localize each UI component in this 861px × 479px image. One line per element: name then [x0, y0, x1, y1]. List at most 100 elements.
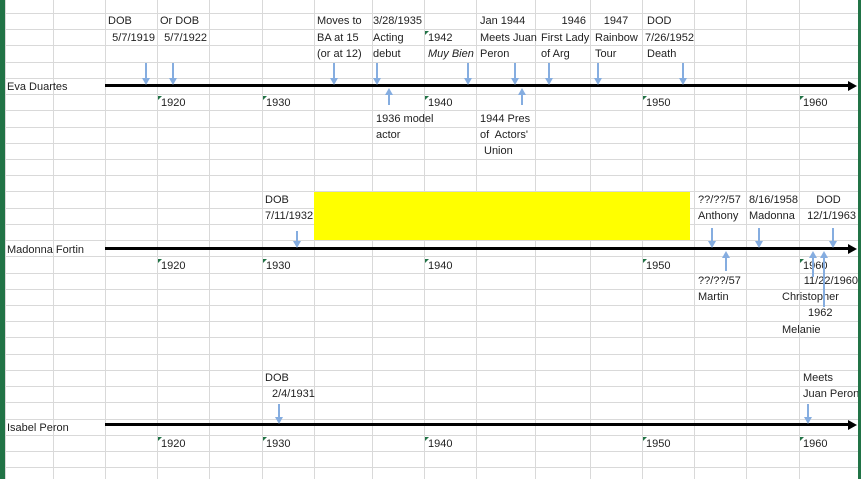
annotation-text: of Actors' [480, 129, 528, 141]
gridline-horizontal [5, 191, 858, 193]
gridline-horizontal [5, 110, 858, 112]
gridline-vertical [5, 0, 6, 479]
arrow-head [722, 251, 730, 258]
annotation-text: 1947 [603, 15, 629, 27]
note-indicator-icon [800, 437, 804, 441]
gridline-vertical [694, 0, 695, 479]
gridline-horizontal [5, 304, 858, 306]
note-indicator-icon [263, 259, 267, 263]
gridline-horizontal [5, 61, 858, 63]
gridline-vertical [53, 0, 54, 479]
annotation-text: Melanie [782, 324, 821, 336]
note-indicator-icon [425, 31, 429, 35]
annotation-text: Or DOB [160, 15, 200, 27]
annotation-text: 12/1/1963 [807, 210, 856, 222]
gridline-horizontal [5, 337, 858, 339]
annotation-text: DOB [108, 15, 132, 27]
arrow-shaft [514, 63, 516, 79]
decade-label: 1960 [803, 438, 828, 450]
annotation-text: ??/??/57 [698, 275, 741, 287]
annotation-text: Union [484, 145, 513, 157]
gridline-horizontal [5, 450, 858, 452]
gridline-horizontal [5, 256, 858, 258]
timeline-line [105, 247, 848, 250]
gridline-horizontal [5, 321, 858, 323]
down-arrow-icon [594, 63, 602, 85]
arrow-shaft [296, 231, 298, 242]
down-arrow-icon [545, 63, 553, 85]
down-arrow-icon [293, 231, 301, 248]
down-arrow-icon [829, 228, 837, 248]
gridline-horizontal [5, 386, 858, 388]
gridline-vertical [746, 0, 747, 479]
arrow-shaft [597, 63, 599, 79]
down-arrow-icon [804, 404, 812, 424]
gridline-vertical [157, 0, 158, 479]
highlight-yellow-cells [314, 192, 690, 240]
annotation-text: DOD [647, 15, 672, 27]
arrow-head [820, 251, 828, 258]
gridline-horizontal [5, 94, 858, 96]
decade-label: 1930 [266, 260, 291, 272]
annotation-text: 1946 [561, 15, 586, 27]
arrow-shaft [278, 404, 280, 418]
decade-label: 1920 [161, 260, 186, 272]
gridline-horizontal [5, 402, 858, 404]
annotation-text: actor [376, 129, 401, 141]
note-indicator-icon [425, 437, 429, 441]
arrow-head [594, 78, 602, 85]
annotation-text: 7/26/1952 [645, 32, 694, 44]
arrow-shaft [832, 228, 834, 242]
gridline-horizontal [5, 288, 858, 290]
arrow-shaft [333, 63, 335, 79]
arrow-head [142, 78, 150, 85]
gridline-horizontal [5, 272, 858, 274]
arrow-shaft [725, 257, 727, 271]
annotation-text: Christopher [782, 291, 839, 303]
annotation-text: DOB [265, 194, 289, 206]
annotation-text: debut [373, 48, 401, 60]
annotation-text: Muy Bien [428, 48, 474, 60]
arrow-shaft [823, 257, 825, 307]
annotation-text: 8/16/1958 [749, 194, 798, 206]
arrow-head [464, 78, 472, 85]
annotation-text: 1962 [808, 307, 833, 319]
note-indicator-icon [263, 96, 267, 100]
annotation-text: 3/28/1935 [373, 15, 422, 27]
arrow-head [330, 78, 338, 85]
annotation-text: Juan Peron [803, 388, 860, 400]
annotation-text: (or at 12) [317, 48, 362, 60]
timeline-line [105, 84, 848, 87]
arrow-head [511, 78, 519, 85]
down-arrow-icon [275, 404, 283, 424]
gridline-horizontal [5, 77, 858, 79]
annotation-text: 1944 Pres [480, 113, 531, 125]
decade-label: 1920 [161, 97, 186, 109]
annotation-text: Meets Juan [480, 32, 537, 44]
arrow-head [679, 78, 687, 85]
timeline-name: Isabel Peron [7, 422, 69, 434]
annotation-text: Jan 1944 [480, 15, 526, 27]
arrow-head [809, 251, 817, 258]
note-indicator-icon [425, 96, 429, 100]
arrow-shaft [807, 404, 809, 418]
down-arrow-icon [169, 63, 177, 85]
gridline-horizontal [5, 240, 858, 242]
timeline-arrowhead-icon [848, 419, 857, 430]
gridline-vertical [262, 0, 263, 479]
note-indicator-icon [158, 437, 162, 441]
arrow-shaft [521, 94, 523, 105]
arrow-head [708, 241, 716, 248]
note-indicator-icon [643, 259, 647, 263]
up-arrow-icon [518, 88, 526, 105]
note-indicator-icon [800, 96, 804, 100]
up-arrow-icon [820, 251, 828, 307]
annotation-text: Peron [480, 48, 510, 60]
annotation-text: DOB [265, 372, 289, 384]
gridline-horizontal [5, 353, 858, 355]
annotation-text: Anthony [698, 210, 739, 222]
down-arrow-icon [373, 63, 381, 85]
annotation-text: 2/4/1931 [272, 388, 315, 400]
arrow-shaft [711, 228, 713, 242]
